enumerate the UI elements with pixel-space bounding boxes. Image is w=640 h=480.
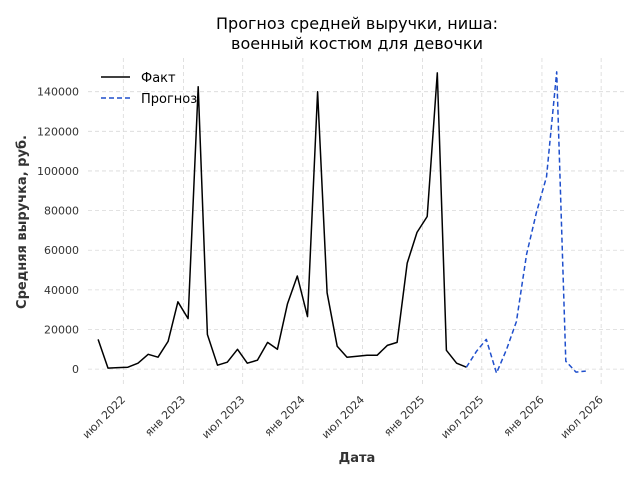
x-tick-label: июл 2023 <box>199 393 247 441</box>
x-tick-label: янв 2024 <box>262 393 308 439</box>
legend-label-fact: Факт <box>141 71 176 86</box>
x-tick-label: янв 2025 <box>381 393 427 439</box>
y-axis-label: Средняя выручка, руб. <box>15 135 30 309</box>
x-axis-label: Дата <box>339 451 376 466</box>
y-tick-label: 100000 <box>37 165 79 178</box>
legend-label-forecast: Прогноз <box>141 92 197 107</box>
y-tick-label: 80000 <box>44 205 79 218</box>
series-layer <box>97 71 586 374</box>
series-line-fact <box>97 72 467 369</box>
y-tick-label: 0 <box>72 363 79 376</box>
x-tick-label: июл 2024 <box>319 393 367 441</box>
y-tick-label: 60000 <box>44 244 79 257</box>
x-tick-label: июл 2022 <box>80 393 128 441</box>
y-tick-label: 120000 <box>37 125 79 138</box>
y-tick-label: 140000 <box>37 86 79 99</box>
x-tick-label: июл 2026 <box>558 393 606 441</box>
chart-title-line-1: Прогноз средней выручки, ниша: <box>216 14 498 33</box>
grid-layer <box>88 58 626 384</box>
y-tick-label: 40000 <box>44 284 79 297</box>
y-tick-label: 20000 <box>44 324 79 337</box>
x-tick-label: янв 2026 <box>501 393 547 439</box>
y-axis-ticks: 0 20000 40000 60000 80000 100000 120000 140000 <box>37 86 79 376</box>
legend: Факт Прогноз <box>101 71 197 107</box>
x-tick-label: июл 2025 <box>438 393 486 441</box>
chart-title-line-2: военный костюм для девочки <box>231 34 483 53</box>
series-line-forecast <box>465 71 586 374</box>
x-axis-ticks: июл 2022 янв 2023 июл 2023 янв 2024 июл 2024… <box>80 393 606 441</box>
x-tick-label: янв 2023 <box>142 393 188 439</box>
